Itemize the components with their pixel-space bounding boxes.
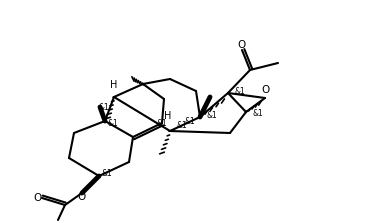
Text: &1: &1 <box>206 111 218 120</box>
Text: &1: &1 <box>108 118 118 128</box>
Text: O: O <box>238 40 246 50</box>
Text: &1: &1 <box>157 118 167 128</box>
Text: H: H <box>164 111 172 121</box>
Text: O: O <box>33 193 41 203</box>
Text: &1: &1 <box>176 122 187 130</box>
Text: H: H <box>110 80 118 90</box>
Text: &1: &1 <box>253 109 263 118</box>
Text: &1: &1 <box>235 87 245 95</box>
Text: O: O <box>261 85 269 95</box>
Text: &1: &1 <box>102 169 112 178</box>
Text: O: O <box>78 192 86 202</box>
Text: &1: &1 <box>99 103 110 112</box>
Text: &1: &1 <box>185 118 195 126</box>
